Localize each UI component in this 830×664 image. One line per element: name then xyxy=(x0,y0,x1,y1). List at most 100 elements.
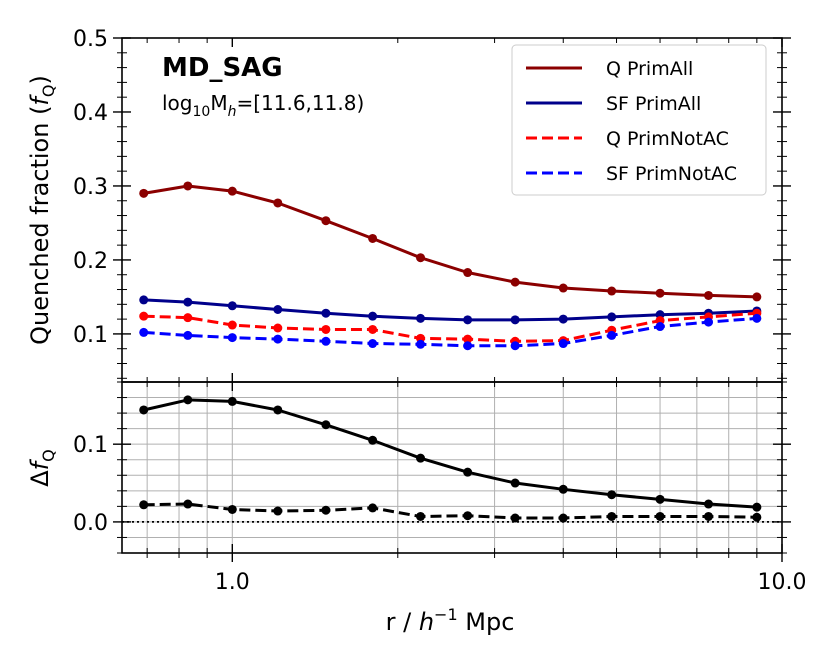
data-point xyxy=(558,283,568,293)
series-top-3 xyxy=(139,313,762,351)
data-point xyxy=(273,506,283,516)
x-tick-label: 1.0 xyxy=(215,570,250,595)
series-top-0 xyxy=(139,181,762,302)
series-line xyxy=(143,398,757,509)
data-point xyxy=(510,315,520,325)
legend-label: Q PrimAll xyxy=(606,58,693,80)
data-point xyxy=(703,499,713,509)
mass-range-label: log10Mh=[11.6,11.8) xyxy=(162,91,364,120)
data-point xyxy=(273,323,283,333)
data-point xyxy=(368,339,378,349)
legend-label: Q PrimNotAC xyxy=(606,128,729,150)
data-point xyxy=(227,301,237,311)
data-point xyxy=(273,405,283,415)
data-point xyxy=(463,315,473,325)
series-line xyxy=(143,502,757,520)
data-point xyxy=(139,188,149,198)
series-line xyxy=(143,316,757,348)
data-point xyxy=(321,336,331,346)
data-point xyxy=(416,511,426,521)
bottom-y-axis-title: ΔfQ xyxy=(26,449,58,486)
data-point xyxy=(227,320,237,330)
data-point xyxy=(227,186,237,196)
data-point xyxy=(463,268,473,278)
data-point xyxy=(607,330,617,340)
data-point xyxy=(510,513,520,523)
bottom-panel-frame xyxy=(121,381,783,554)
data-point xyxy=(416,339,426,349)
data-point xyxy=(510,478,520,488)
series-bottom-1 xyxy=(139,499,762,523)
data-point xyxy=(368,233,378,243)
x-axis-title: r / h−1 Mpc xyxy=(386,605,515,636)
data-point xyxy=(139,500,149,510)
data-point xyxy=(607,312,617,322)
series-top-1 xyxy=(139,295,762,325)
data-point xyxy=(607,286,617,296)
data-point xyxy=(139,405,149,415)
data-point xyxy=(368,435,378,445)
data-point xyxy=(463,334,473,344)
bottom-y-tick-label: 0.1 xyxy=(73,433,108,458)
data-point xyxy=(321,308,331,318)
data-point xyxy=(416,453,426,463)
data-point xyxy=(655,322,665,332)
axes-frames xyxy=(121,37,783,554)
data-point xyxy=(703,317,713,327)
data-point xyxy=(510,277,520,287)
top-y-tick-label: 0.2 xyxy=(73,249,108,274)
data-point xyxy=(368,503,378,513)
data-point xyxy=(227,396,237,406)
data-point xyxy=(463,341,473,351)
data-point xyxy=(655,494,665,504)
data-point xyxy=(273,198,283,208)
top-y-tick-label: 0.3 xyxy=(73,175,108,200)
data-point xyxy=(463,467,473,477)
x-tick-label: 10.0 xyxy=(758,570,807,595)
data-point xyxy=(321,324,331,334)
data-point xyxy=(558,314,568,324)
top-y-tick-label: 0.1 xyxy=(73,323,108,348)
data-point xyxy=(139,295,149,305)
data-point xyxy=(558,484,568,494)
data-point xyxy=(321,420,331,430)
data-point xyxy=(655,511,665,521)
series-line xyxy=(143,311,757,343)
data-point xyxy=(752,512,762,522)
data-point xyxy=(416,253,426,263)
data-point xyxy=(227,333,237,343)
data-point xyxy=(510,341,520,351)
data-point xyxy=(183,330,193,340)
panel-annotation: MD_SAG log10Mh=[11.6,11.8) xyxy=(162,53,364,120)
data-point xyxy=(321,216,331,226)
data-point xyxy=(183,499,193,509)
data-point xyxy=(416,313,426,323)
data-point xyxy=(368,324,378,334)
top-y-axis-title: Quenched fraction (fQ) xyxy=(26,75,58,345)
data-point xyxy=(558,513,568,523)
data-point xyxy=(752,292,762,302)
data-point xyxy=(183,181,193,191)
data-point xyxy=(183,297,193,307)
legend-box xyxy=(511,44,767,196)
data-point xyxy=(558,339,568,349)
data-series xyxy=(122,181,782,523)
series-line xyxy=(143,184,757,299)
data-point xyxy=(139,311,149,321)
data-point xyxy=(607,490,617,500)
data-point xyxy=(183,395,193,405)
data-point xyxy=(183,313,193,323)
top-y-tick-label: 0.5 xyxy=(73,27,108,52)
data-point xyxy=(752,313,762,323)
legend-label: SF PrimNotAC xyxy=(606,163,737,185)
data-point xyxy=(273,305,283,315)
data-point xyxy=(227,504,237,514)
series-line xyxy=(143,298,757,322)
data-point xyxy=(703,511,713,521)
chart-title: MD_SAG xyxy=(162,53,283,83)
data-point xyxy=(273,334,283,344)
data-point xyxy=(463,511,473,521)
bottom-y-tick-label: 0.0 xyxy=(73,511,108,536)
data-point xyxy=(321,505,331,515)
